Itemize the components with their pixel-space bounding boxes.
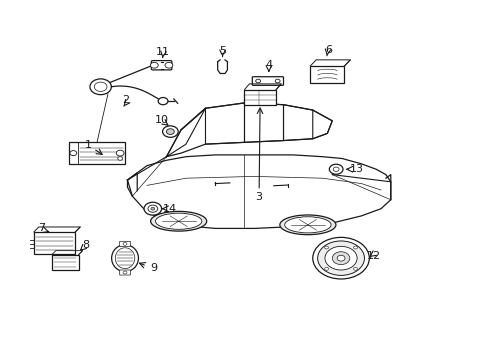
Text: 9: 9 (150, 263, 158, 273)
Circle shape (90, 79, 111, 95)
FancyBboxPatch shape (151, 60, 171, 70)
Circle shape (332, 167, 338, 171)
Circle shape (116, 150, 124, 156)
Text: 3: 3 (255, 192, 262, 202)
Circle shape (353, 267, 357, 270)
Text: 14: 14 (163, 204, 177, 214)
Ellipse shape (150, 211, 206, 231)
Text: 2: 2 (122, 95, 129, 105)
Text: 10: 10 (154, 115, 168, 125)
FancyBboxPatch shape (120, 241, 130, 246)
Text: 13: 13 (349, 164, 363, 174)
Circle shape (275, 79, 280, 83)
Circle shape (164, 62, 172, 68)
Circle shape (150, 62, 158, 68)
Circle shape (317, 241, 364, 275)
Circle shape (255, 79, 260, 83)
Circle shape (324, 246, 328, 249)
FancyBboxPatch shape (244, 90, 276, 105)
Text: 11: 11 (156, 46, 170, 57)
Text: 4: 4 (265, 59, 272, 69)
Text: 6: 6 (324, 45, 331, 55)
FancyBboxPatch shape (310, 66, 344, 83)
FancyBboxPatch shape (69, 142, 125, 164)
FancyBboxPatch shape (34, 232, 75, 253)
Circle shape (353, 246, 357, 249)
Ellipse shape (111, 245, 138, 272)
Ellipse shape (279, 215, 335, 235)
Circle shape (166, 129, 174, 134)
Circle shape (336, 255, 344, 261)
Text: 8: 8 (82, 240, 89, 250)
Ellipse shape (284, 217, 330, 233)
Circle shape (118, 157, 122, 160)
FancyBboxPatch shape (252, 77, 283, 85)
Circle shape (158, 98, 167, 105)
FancyBboxPatch shape (120, 270, 130, 275)
Circle shape (325, 246, 356, 270)
Circle shape (329, 164, 342, 174)
Circle shape (312, 237, 368, 279)
Circle shape (148, 205, 158, 212)
Text: 7: 7 (39, 224, 45, 233)
Circle shape (162, 126, 178, 137)
Text: 5: 5 (219, 46, 225, 56)
Circle shape (331, 252, 349, 265)
Circle shape (70, 150, 77, 156)
FancyBboxPatch shape (52, 255, 79, 270)
Circle shape (144, 202, 161, 215)
Text: 12: 12 (366, 251, 380, 261)
Circle shape (324, 267, 328, 270)
Circle shape (151, 207, 155, 210)
Ellipse shape (155, 213, 202, 229)
Text: 1: 1 (85, 140, 92, 150)
